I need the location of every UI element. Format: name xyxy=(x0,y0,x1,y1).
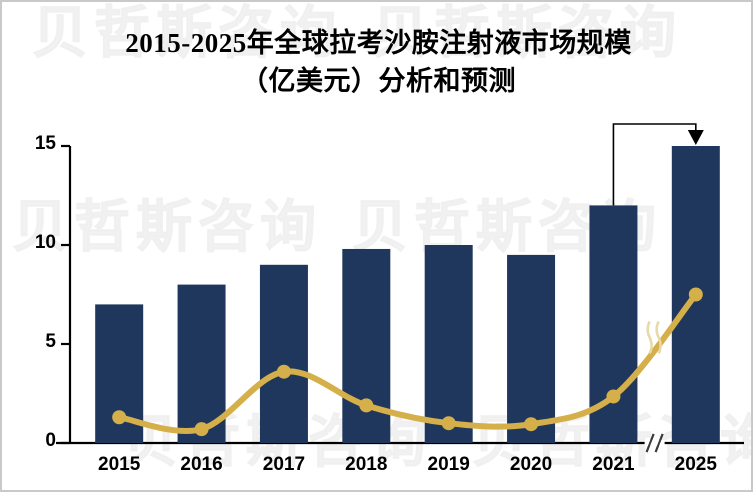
bar-2017 xyxy=(259,264,308,443)
x-tick-label-2018: 2018 xyxy=(345,454,388,475)
line-marker-2020 xyxy=(524,417,539,432)
y-tick-label: 15 xyxy=(34,133,56,154)
bar-2020 xyxy=(507,254,556,443)
annotation-arrow xyxy=(612,123,704,206)
x-tick-label-2025: 2025 xyxy=(674,454,717,475)
chart-title-line-2: （亿美元）分析和预测 xyxy=(241,66,516,96)
line-marker-2017 xyxy=(276,364,291,379)
x-tick-label-2019: 2019 xyxy=(427,454,470,475)
line-marker-2018 xyxy=(359,398,374,413)
line-marker-2025 xyxy=(688,287,703,302)
chart-title: 2015-2025年全球拉考沙胺注射液市场规模 （亿美元）分析和预测 xyxy=(2,24,751,100)
y-tick-label: 10 xyxy=(34,232,56,253)
bar-2019 xyxy=(424,245,473,443)
axis-break-marker xyxy=(644,320,665,453)
x-tick-label-2017: 2017 xyxy=(262,454,306,475)
x-tick-label-2020: 2020 xyxy=(509,454,553,475)
y-axis-tick-labels: 0 5 10 15 xyxy=(12,2,56,490)
line-marker-2015 xyxy=(112,410,127,425)
line-marker-2021 xyxy=(606,389,621,404)
y-tick-label: 0 xyxy=(45,430,56,451)
x-tick-label-2021: 2021 xyxy=(592,454,635,475)
line-series xyxy=(112,287,703,437)
bar-2016 xyxy=(177,284,226,443)
x-tick-label-2016: 2016 xyxy=(180,454,223,475)
line-marker-2019 xyxy=(441,416,456,431)
y-tick-label: 5 xyxy=(45,331,56,352)
x-tick-label-2015: 2015 xyxy=(98,454,141,475)
chart-title-line-1: 2015-2025年全球拉考沙胺注射液市场规模 xyxy=(125,28,632,58)
line-marker-2016 xyxy=(194,422,209,437)
